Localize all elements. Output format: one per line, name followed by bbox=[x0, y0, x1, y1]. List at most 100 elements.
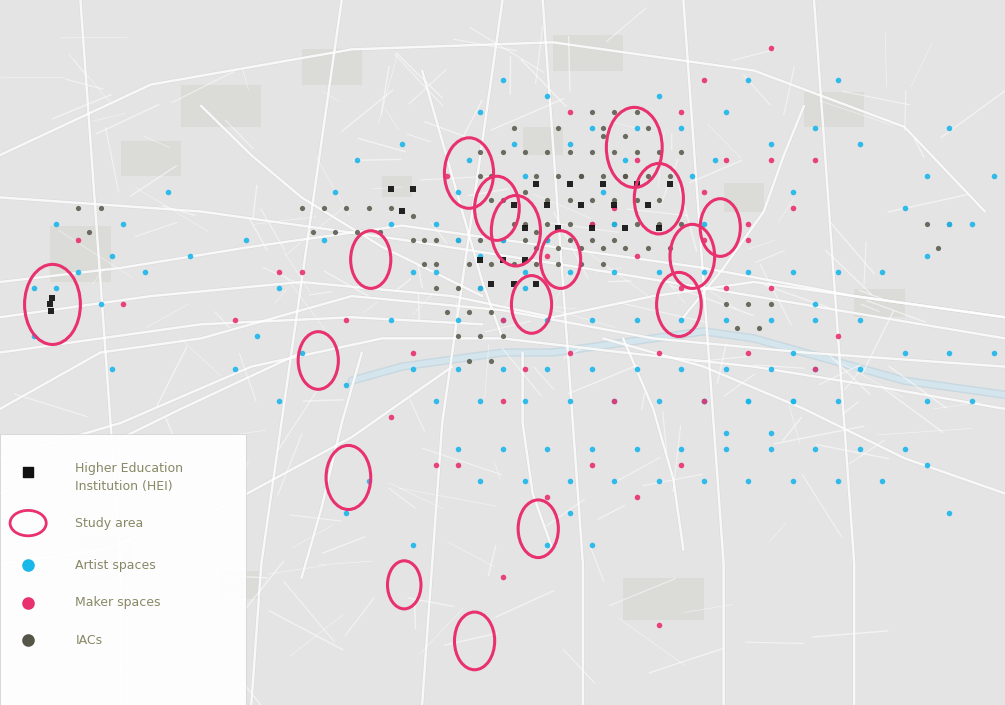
Point bbox=[584, 235, 600, 246]
Point bbox=[350, 227, 366, 238]
Point bbox=[673, 219, 689, 230]
Point bbox=[450, 363, 466, 374]
Point bbox=[394, 139, 410, 150]
Point bbox=[562, 266, 578, 278]
Point bbox=[919, 171, 935, 182]
Point bbox=[628, 123, 644, 134]
Point bbox=[651, 90, 667, 102]
Bar bbox=[854, 289, 904, 317]
Bar bbox=[302, 49, 362, 85]
Point bbox=[539, 90, 555, 102]
Point bbox=[517, 283, 533, 294]
Point bbox=[517, 254, 533, 265]
Bar bbox=[724, 183, 764, 212]
Point bbox=[438, 307, 454, 318]
Point bbox=[651, 266, 667, 278]
Point bbox=[695, 395, 712, 406]
Point bbox=[718, 315, 734, 326]
Point bbox=[562, 195, 578, 206]
Point bbox=[539, 539, 555, 551]
Point bbox=[427, 283, 443, 294]
Point bbox=[684, 171, 700, 182]
Point bbox=[551, 123, 567, 134]
Point bbox=[338, 507, 354, 518]
Point bbox=[293, 202, 310, 214]
Point bbox=[372, 227, 388, 238]
Point bbox=[763, 42, 779, 54]
Point bbox=[584, 539, 600, 551]
Point bbox=[20, 560, 36, 571]
Point bbox=[450, 283, 466, 294]
Point bbox=[718, 299, 734, 310]
Point bbox=[405, 235, 421, 246]
Point bbox=[829, 395, 845, 406]
Point bbox=[763, 363, 779, 374]
Point bbox=[718, 427, 734, 439]
Point bbox=[539, 195, 555, 206]
Point bbox=[763, 299, 779, 310]
Point bbox=[763, 427, 779, 439]
Point bbox=[896, 443, 913, 454]
Text: Artist spaces: Artist spaces bbox=[75, 559, 156, 572]
Point bbox=[506, 259, 522, 270]
Point bbox=[249, 331, 265, 342]
Point bbox=[517, 222, 533, 233]
Bar bbox=[121, 141, 181, 176]
Point bbox=[483, 171, 499, 182]
Point bbox=[506, 139, 522, 150]
Bar bbox=[553, 35, 623, 70]
Point bbox=[651, 195, 667, 206]
Point bbox=[606, 475, 622, 486]
Point bbox=[416, 259, 432, 270]
Point bbox=[896, 347, 913, 358]
Point bbox=[606, 195, 622, 206]
Point bbox=[562, 178, 578, 190]
Point bbox=[964, 395, 980, 406]
Point bbox=[941, 219, 957, 230]
Point bbox=[327, 227, 343, 238]
Point bbox=[807, 315, 823, 326]
Point bbox=[562, 139, 578, 150]
Point bbox=[763, 154, 779, 166]
Point bbox=[628, 443, 644, 454]
Point bbox=[383, 411, 399, 422]
Point bbox=[472, 331, 488, 342]
Point bbox=[20, 597, 36, 608]
Point bbox=[919, 251, 935, 262]
Point bbox=[651, 619, 667, 630]
Point bbox=[584, 219, 600, 230]
Point bbox=[785, 395, 801, 406]
Point bbox=[941, 219, 957, 230]
Point bbox=[584, 195, 600, 206]
Point bbox=[584, 123, 600, 134]
Point bbox=[450, 331, 466, 342]
Bar bbox=[382, 176, 412, 197]
Point bbox=[941, 347, 957, 358]
Point bbox=[852, 139, 868, 150]
Point bbox=[338, 315, 354, 326]
Point bbox=[115, 219, 131, 230]
Point bbox=[573, 171, 589, 182]
Point bbox=[517, 187, 533, 198]
Point bbox=[695, 475, 712, 486]
Point bbox=[528, 178, 544, 190]
Point bbox=[617, 154, 633, 166]
Point bbox=[617, 243, 633, 254]
Point bbox=[528, 171, 544, 182]
Point bbox=[338, 202, 354, 214]
Point bbox=[562, 147, 578, 158]
Point bbox=[807, 123, 823, 134]
Point bbox=[472, 254, 488, 265]
Point bbox=[528, 278, 544, 289]
Bar bbox=[804, 92, 864, 127]
Point bbox=[740, 395, 756, 406]
Point bbox=[562, 235, 578, 246]
Point bbox=[506, 278, 522, 289]
Point bbox=[763, 139, 779, 150]
Point bbox=[695, 75, 712, 86]
Point bbox=[494, 571, 511, 582]
Point bbox=[829, 266, 845, 278]
Text: Study area: Study area bbox=[75, 517, 144, 529]
Point bbox=[70, 202, 86, 214]
Point bbox=[584, 147, 600, 158]
